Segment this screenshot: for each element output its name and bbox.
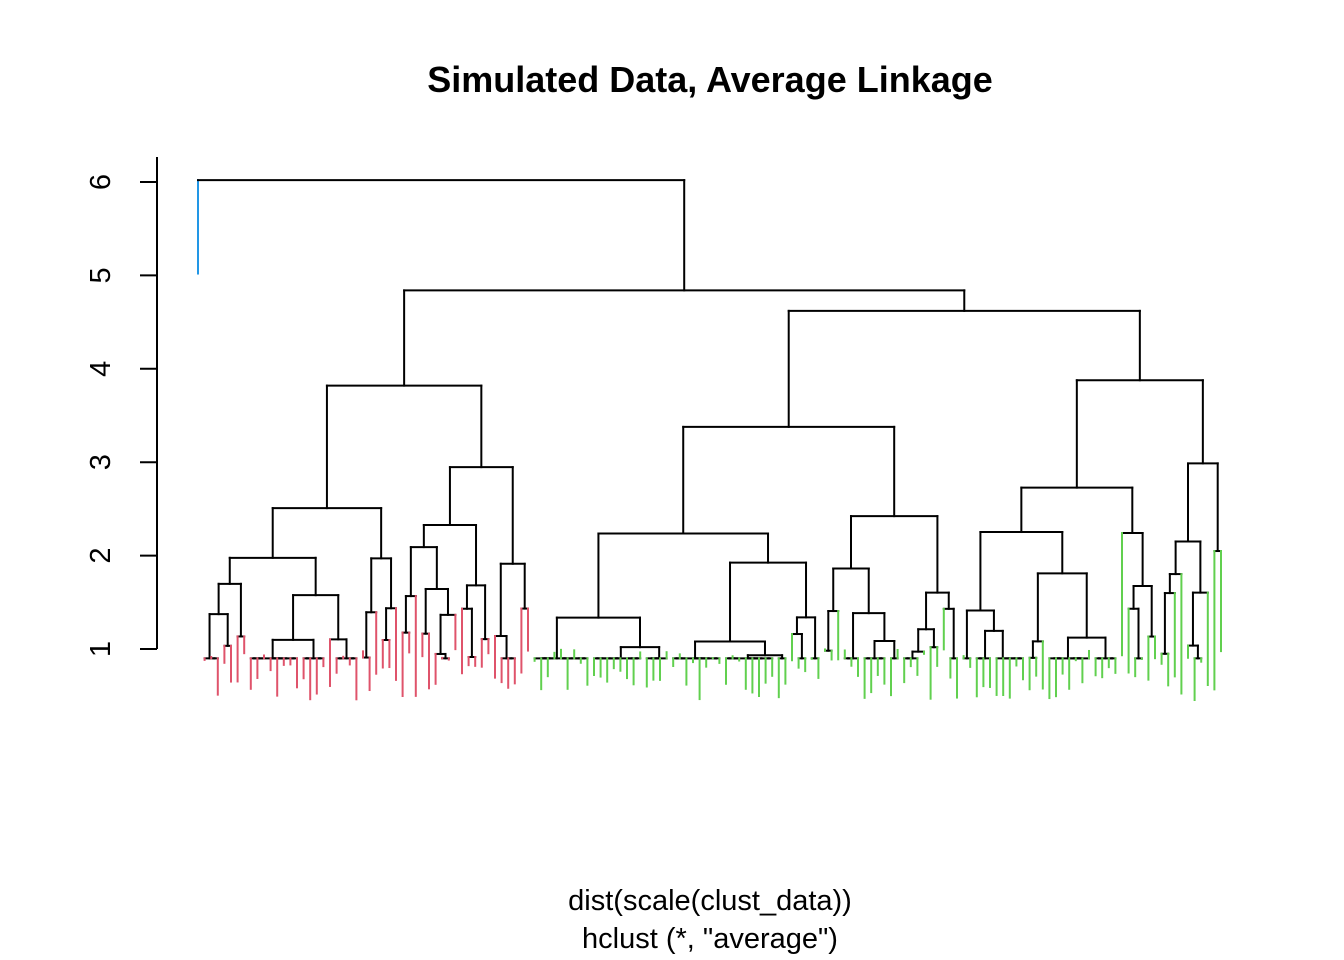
chart-title: Simulated Data, Average Linkage (427, 59, 993, 100)
method-sublabel: hclust (*, "average") (582, 923, 838, 955)
y-tick-label: 6 (85, 174, 117, 190)
x-axis-label: dist(scale(clust_data)) (568, 885, 852, 917)
y-tick-label: 1 (85, 641, 117, 657)
y-tick-label: 2 (85, 548, 117, 564)
y-tick-label: 5 (85, 267, 117, 283)
y-axis: 1 2 3 4 5 6 (85, 157, 158, 657)
y-tick-label: 4 (85, 361, 117, 377)
y-tick-label: 3 (85, 454, 117, 470)
y-axis-ticks: 1 2 3 4 5 6 (85, 174, 157, 657)
dendrogram-branches (197, 179, 1222, 702)
